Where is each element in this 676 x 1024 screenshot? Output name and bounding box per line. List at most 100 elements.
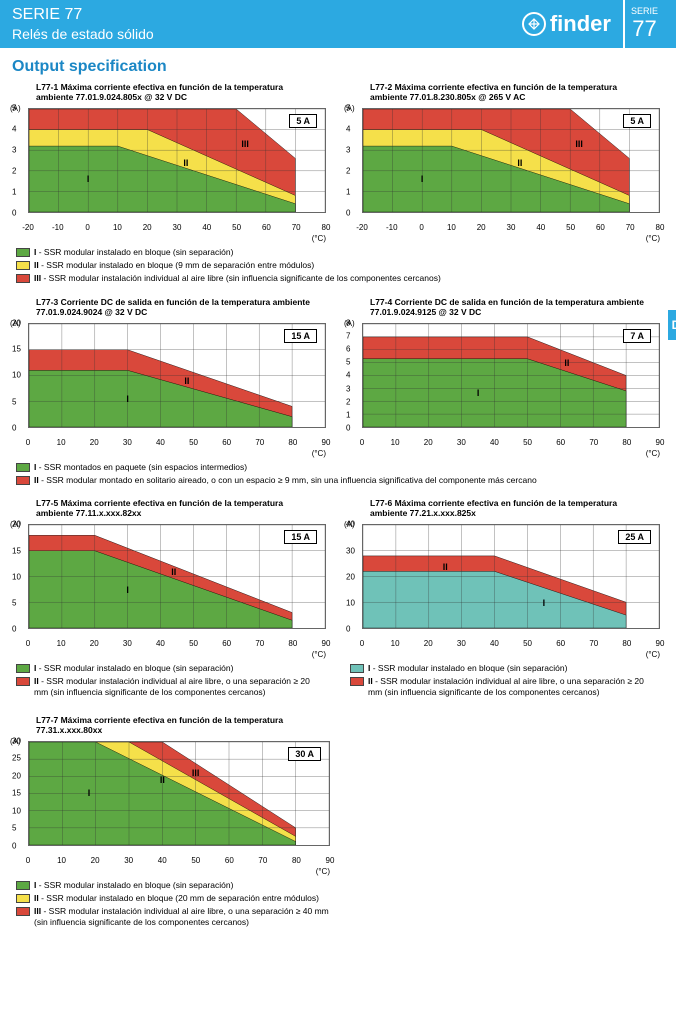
- y-tick: 7: [346, 332, 646, 341]
- x-tick: 20: [90, 639, 99, 648]
- x-tick: 60: [262, 223, 271, 232]
- x-tick: 90: [322, 639, 331, 648]
- chart-badge: 25 A: [618, 530, 651, 544]
- x-tick: 60: [222, 639, 231, 648]
- y-tick: 1: [12, 188, 312, 197]
- x-tick: 40: [156, 438, 165, 447]
- legend-swatch: [16, 261, 30, 270]
- legend-swatch: [16, 463, 30, 472]
- y-tick: 4: [12, 125, 312, 134]
- chart-3-col: L77-3 Corriente DC de salida en función …: [8, 295, 334, 454]
- x-tick: 60: [596, 223, 605, 232]
- legend-item: I - SSR modular instalado en bloque (sin…: [16, 880, 330, 891]
- legend-swatch: [350, 677, 364, 686]
- legend-3-4: I - SSR montados en paquete (sin espacio…: [8, 458, 668, 496]
- x-tick: 0: [26, 639, 30, 648]
- x-tick: 10: [57, 639, 66, 648]
- x-tick: 50: [189, 639, 198, 648]
- region-label: II: [443, 562, 448, 572]
- y-tick: 5: [346, 358, 646, 367]
- y-tick: 2: [346, 397, 646, 406]
- header-subtitle: Relés de estado sólido: [12, 26, 154, 42]
- legend-item: II - SSR modular instalación individual …: [350, 676, 660, 698]
- x-tick: 20: [424, 639, 433, 648]
- chart-row-2: L77-3 Corriente DC de salida en función …: [8, 295, 668, 454]
- header-title: SERIE 77: [12, 6, 154, 24]
- legend-5: I - SSR modular instalado en bloque (sin…: [8, 659, 334, 708]
- x-tick: -10: [386, 223, 398, 232]
- x-tick: 30: [507, 223, 516, 232]
- chart-row-1: L77-1 Máxima corriente efectiva en funci…: [8, 80, 668, 239]
- y-tick: 15: [12, 789, 316, 798]
- legend-swatch: [16, 894, 30, 903]
- x-tick: 80: [288, 438, 297, 447]
- x-tick: 70: [255, 639, 264, 648]
- chart-2-title: L77-2 Máxima corriente efectiva en funci…: [342, 80, 668, 104]
- legend-text: II - SSR modular instalación individual …: [34, 676, 326, 698]
- chart-5-col: L77-5 Máxima corriente efectiva en funci…: [8, 496, 334, 655]
- chart-4: (A)III7 A0123456780102030405060708090(°C…: [342, 319, 668, 454]
- x-tick: 30: [123, 639, 132, 648]
- chart-2: (A)IIIIII5 A012345-20-100102030405060708…: [342, 104, 668, 239]
- x-tick: 60: [225, 856, 234, 865]
- legend-row-5-6: I - SSR modular instalado en bloque (sin…: [8, 659, 668, 708]
- x-tick: 10: [57, 856, 66, 865]
- legend-swatch: [350, 664, 364, 673]
- x-tick: 70: [589, 639, 598, 648]
- x-tick: 60: [556, 639, 565, 648]
- chart-7-title: L77-7 Máxima corriente efectiva en funci…: [8, 713, 338, 737]
- x-tick: 80: [656, 223, 665, 232]
- y-tick: 20: [12, 771, 316, 780]
- x-axis-unit: (°C): [312, 234, 326, 243]
- y-tick: 5: [12, 824, 316, 833]
- x-axis-unit: (°C): [316, 867, 330, 876]
- legend-text: III - SSR modular instalación individual…: [34, 906, 330, 928]
- y-tick: 2: [12, 167, 312, 176]
- x-tick: 20: [91, 856, 100, 865]
- legend-text: I - SSR modular instalado en bloque (sin…: [34, 663, 326, 674]
- x-tick: 70: [258, 856, 267, 865]
- legend-text: II - SSR modular montado en solitario ai…: [34, 475, 660, 486]
- y-tick: 5: [12, 397, 312, 406]
- y-tick: 0: [346, 209, 646, 218]
- x-tick: 0: [26, 438, 30, 447]
- serie-badge: SERIE 77: [623, 0, 664, 48]
- chart-1-col: L77-1 Máxima corriente efectiva en funci…: [8, 80, 334, 239]
- x-axis-unit: (°C): [646, 449, 660, 458]
- x-tick: 50: [566, 223, 575, 232]
- y-tick: 5: [12, 104, 312, 113]
- x-tick: 40: [490, 639, 499, 648]
- legend-text: II - SSR modular instalado en bloque (20…: [34, 893, 330, 904]
- legend-item: I - SSR modular instalado en bloque (sin…: [16, 247, 660, 258]
- side-tab-d: D: [668, 310, 676, 340]
- chart-badge: 15 A: [284, 329, 317, 343]
- chart-6: (A)III25 A0102030400102030405060708090(°…: [342, 520, 668, 655]
- chart-6-col: L77-6 Máxima corriente efectiva en funci…: [342, 496, 668, 655]
- legend-item: I - SSR modular instalado en bloque (sin…: [16, 663, 326, 674]
- page-header: SERIE 77 Relés de estado sólido finder S…: [0, 0, 676, 48]
- legend-swatch: [16, 677, 30, 686]
- x-tick: 10: [391, 639, 400, 648]
- x-tick: 20: [143, 223, 152, 232]
- chart-1: (A)IIIIII5 A012345-20-100102030405060708…: [8, 104, 334, 239]
- x-tick: 0: [360, 438, 364, 447]
- x-tick: 50: [191, 856, 200, 865]
- x-tick: 90: [326, 856, 335, 865]
- x-tick: 0: [419, 223, 423, 232]
- y-tick: 20: [12, 520, 312, 529]
- x-tick: 50: [523, 438, 532, 447]
- chart-5: (A)III15 A051015200102030405060708090(°C…: [8, 520, 334, 655]
- chart-4-title: L77-4 Corriente DC de salida en función …: [342, 295, 668, 319]
- y-tick: 3: [346, 384, 646, 393]
- x-tick: 20: [90, 438, 99, 447]
- x-tick: 80: [288, 639, 297, 648]
- y-tick: 30: [346, 546, 646, 555]
- legend-text: I - SSR modular instalado en bloque (sin…: [34, 880, 330, 891]
- y-tick: 10: [346, 599, 646, 608]
- y-tick: 1: [346, 410, 646, 419]
- legend-item: II - SSR modular instalado en bloque (9 …: [16, 260, 660, 271]
- x-tick: 30: [123, 438, 132, 447]
- y-tick: 10: [12, 371, 312, 380]
- chart-1-title: L77-1 Máxima corriente efectiva en funci…: [8, 80, 334, 104]
- legend-item: I - SSR montados en paquete (sin espacio…: [16, 462, 660, 473]
